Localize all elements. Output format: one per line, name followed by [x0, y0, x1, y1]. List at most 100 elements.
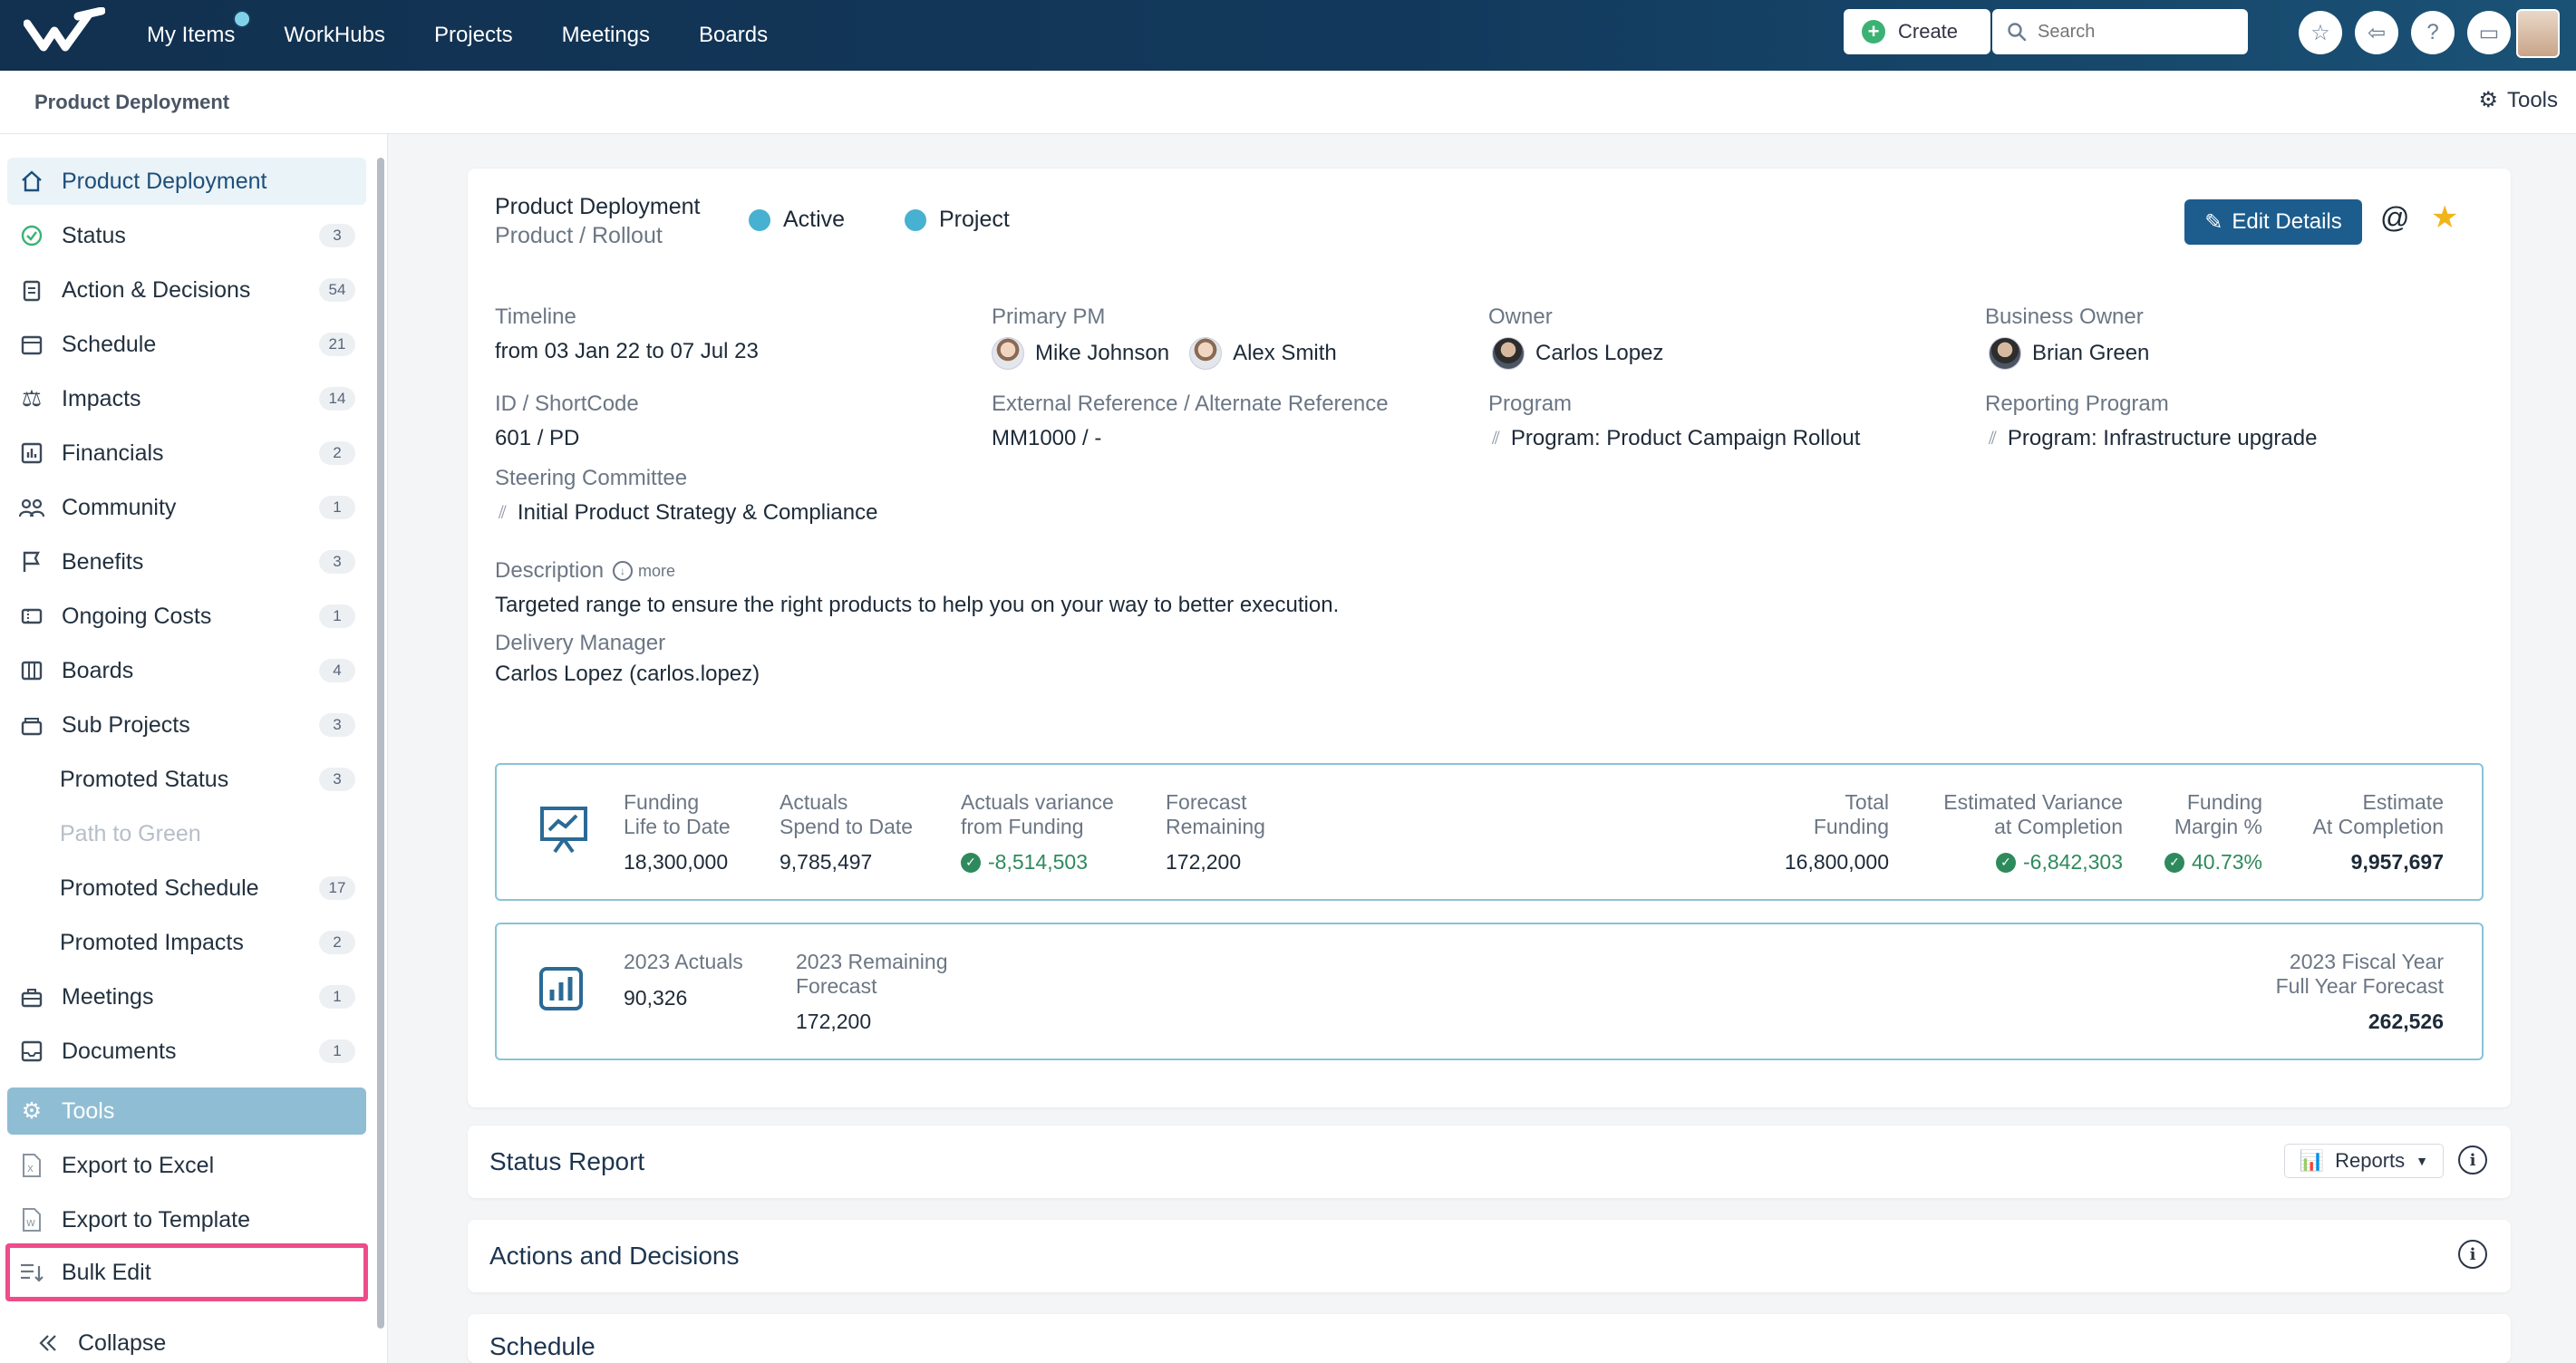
- status-report-section[interactable]: Status Report 📊 Reports ▼ i: [468, 1126, 2511, 1198]
- favorite-star-icon[interactable]: ★: [2431, 200, 2459, 235]
- sidebar-item-financials[interactable]: Financials 2: [7, 430, 366, 477]
- double-chevron-left-icon: [33, 1332, 63, 1354]
- collapse-sidebar-button[interactable]: Collapse: [7, 1320, 366, 1363]
- owner-name[interactable]: Carlos Lopez: [1535, 341, 1664, 365]
- count-badge: 2: [319, 931, 355, 954]
- metric-label: Total: [1845, 790, 1889, 814]
- sidebar-item-label: Meetings: [62, 983, 154, 1010]
- info-icon[interactable]: i: [2458, 1146, 2487, 1174]
- sidebar-item-impacts[interactable]: ⚖ Impacts 14: [7, 375, 366, 422]
- bar-chart-icon: [539, 967, 583, 1010]
- metric-value: 18,300,000: [624, 850, 729, 874]
- timeline-value: from 03 Jan 22 to 07 Jul 23: [495, 339, 759, 363]
- info-icon[interactable]: i: [2458, 1240, 2487, 1269]
- sidebar-item-promoted-impacts[interactable]: Promoted Impacts 2: [7, 919, 366, 966]
- metric-value-row: ✓ 40.73%: [2164, 850, 2262, 875]
- clipboard-icon: [16, 278, 47, 302]
- sidebar-item-label: Action & Decisions: [62, 276, 251, 303]
- bulk-edit-item[interactable]: Bulk Edit: [5, 1243, 368, 1301]
- edit-details-button[interactable]: ✎ Edit Details: [2184, 199, 2362, 245]
- nav-projects[interactable]: Projects: [433, 23, 513, 47]
- sidebar-item-product-deployment[interactable]: Product Deployment: [7, 158, 366, 205]
- user-avatar[interactable]: [2516, 9, 2560, 58]
- sidebar-item-boards[interactable]: Boards 4: [7, 647, 366, 694]
- expand-icon: ↓: [613, 561, 634, 581]
- nav-my-items[interactable]: My Items: [147, 10, 252, 48]
- sidebar-item-sub-projects[interactable]: Sub Projects 3: [7, 701, 366, 749]
- notification-dot: [233, 10, 252, 28]
- mention-icon[interactable]: @: [2380, 201, 2410, 234]
- metric-label: 2023 Remaining: [796, 950, 948, 973]
- chat-icon[interactable]: ▭: [2467, 11, 2511, 54]
- more-toggle[interactable]: ↓ more: [613, 561, 675, 581]
- count-badge: 1: [319, 604, 355, 628]
- sidebar-item-label: Export to Excel: [62, 1152, 215, 1178]
- business-owner-label: Business Owner: [1985, 304, 2144, 329]
- business-owner-name[interactable]: Brian Green: [2032, 341, 2150, 365]
- funding-life-to-date: Funding Life to Date 18,300,000: [624, 790, 731, 875]
- search-box[interactable]: [1992, 9, 2248, 54]
- metric-label: Actuals: [780, 790, 848, 814]
- plus-icon: +: [1862, 20, 1885, 44]
- sidebar-item-label: Sub Projects: [62, 711, 190, 738]
- presentation-chart-icon: [540, 807, 587, 854]
- owner-value: Carlos Lopez: [1492, 337, 1663, 370]
- sidebar-item-community[interactable]: Community 1: [7, 484, 366, 531]
- metric-value: 90,326: [624, 986, 688, 1010]
- export-excel-item[interactable]: X Export to Excel: [7, 1142, 366, 1189]
- program-value[interactable]: ⫽ Program: Product Campaign Rollout: [1492, 426, 1860, 451]
- sidebar-item-ongoing-costs[interactable]: Ongoing Costs 1: [7, 593, 366, 640]
- favorites-star-icon[interactable]: ☆: [2299, 11, 2342, 54]
- schedule-section[interactable]: Schedule: [468, 1314, 2511, 1363]
- estimated-variance: Estimated Variance at Completion ✓ -6,842,…: [1943, 790, 2123, 875]
- svg-text:W: W: [26, 1219, 35, 1229]
- count-badge: 3: [319, 550, 355, 574]
- help-icon[interactable]: ?: [2411, 11, 2455, 54]
- sidebar-scrollbar[interactable]: [377, 158, 384, 1329]
- count-badge: 17: [319, 876, 355, 900]
- breadcrumb[interactable]: Product Deployment: [34, 91, 230, 113]
- sidebar-item-documents[interactable]: Documents 1: [7, 1028, 366, 1075]
- metric-value: -6,842,303: [2023, 850, 2123, 874]
- sidebar-item-promoted-status[interactable]: Promoted Status 3: [7, 756, 366, 803]
- sidebar-tools-header[interactable]: ⚙ Tools: [7, 1088, 366, 1135]
- metric-value: -8,514,503: [988, 850, 1088, 874]
- folder-stack-icon: [16, 713, 47, 737]
- reporting-program-label: Reporting Program: [1985, 392, 2169, 416]
- steering-committee-value[interactable]: ⫽ Initial Product Strategy & Compliance: [499, 500, 877, 526]
- metric-label: Funding: [1813, 815, 1889, 838]
- business-owner-value: Brian Green: [1989, 337, 2149, 370]
- sidebar-item-label: Path to Green: [60, 820, 201, 846]
- sidebar-item-benefits[interactable]: Benefits 3: [7, 538, 366, 585]
- sidebar-item-schedule[interactable]: Schedule 21: [7, 321, 366, 368]
- metric-label: Funding: [624, 790, 700, 814]
- steering-committee-name: Initial Product Strategy & Compliance: [517, 500, 878, 525]
- search-icon: [2008, 23, 2027, 42]
- nav-workhubs[interactable]: WorkHubs: [284, 23, 385, 47]
- create-button[interactable]: + Create: [1844, 9, 1990, 54]
- tools-button[interactable]: ⚙ Tools: [2478, 87, 2558, 113]
- reporting-program-value[interactable]: ⫽ Program: Infrastructure upgrade: [1989, 426, 2317, 451]
- sidebar-item-action-decisions[interactable]: Action & Decisions 54: [7, 266, 366, 314]
- nav-boards[interactable]: Boards: [699, 23, 769, 47]
- sidebar-item-meetings[interactable]: Meetings 1: [7, 973, 366, 1020]
- nav-meetings[interactable]: Meetings: [561, 23, 651, 47]
- export-template-item[interactable]: W Export to Template: [7, 1196, 366, 1243]
- sign-out-icon[interactable]: ⇦: [2355, 11, 2398, 54]
- sidebar-item-status[interactable]: Status 3: [7, 212, 366, 259]
- columns-icon: [16, 659, 47, 682]
- reports-dropdown[interactable]: 📊 Reports ▼: [2283, 1144, 2444, 1178]
- top-icon-group: ☆ ⇦ ? ▭: [2299, 11, 2511, 54]
- pm-name-1[interactable]: Mike Johnson: [1035, 341, 1170, 365]
- pm-name-2[interactable]: Alex Smith: [1233, 341, 1337, 365]
- description-label: Description ↓ more: [495, 558, 675, 584]
- sidebar-item-promoted-schedule[interactable]: Promoted Schedule 17: [7, 865, 366, 912]
- actions-decisions-section[interactable]: Actions and Decisions i: [468, 1220, 2511, 1292]
- check-icon: ✓: [1996, 852, 2017, 873]
- search-input[interactable]: [2038, 21, 2219, 43]
- sidebar-item-label: Tools: [62, 1097, 115, 1124]
- briefcase-icon: [16, 985, 47, 1009]
- sidebar-item-path-to-green[interactable]: Path to Green: [7, 810, 366, 857]
- link-icon: ⫽: [1492, 428, 1500, 449]
- app-logo[interactable]: [24, 7, 105, 60]
